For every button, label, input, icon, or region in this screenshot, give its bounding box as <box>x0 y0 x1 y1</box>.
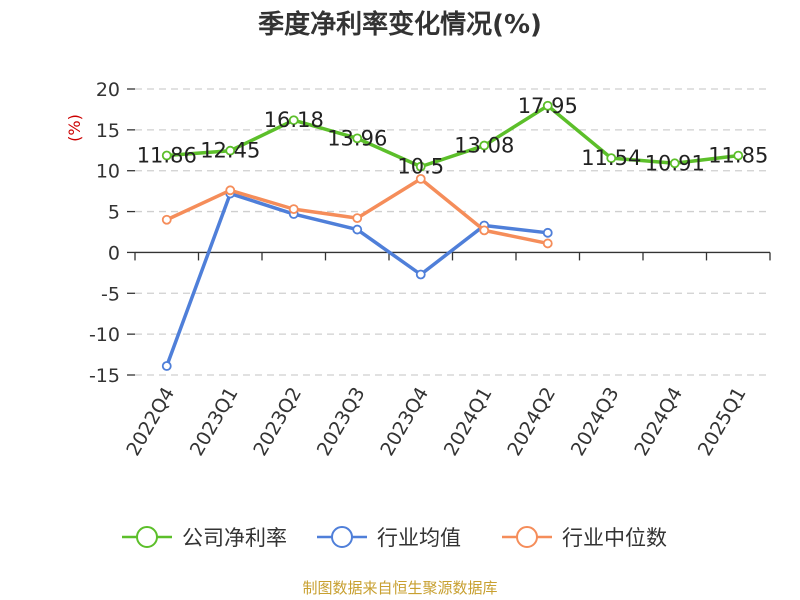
data-point <box>733 150 744 161</box>
data-label: 11.85 <box>708 144 768 168</box>
data-point <box>479 140 490 151</box>
x-tick-label: 2023Q3 <box>313 384 370 460</box>
data-point <box>288 115 299 126</box>
series-layer <box>161 100 744 371</box>
y-tick-label: -15 <box>89 365 120 387</box>
y-tick-label: 10 <box>96 161 120 183</box>
data-label: 11.54 <box>581 146 641 170</box>
data-label: 13.96 <box>327 126 387 150</box>
legend-item: 行业中位数 <box>502 526 667 550</box>
legend-label: 公司净利率 <box>182 526 287 550</box>
source-note: 制图数据来自恒生聚源数据库 <box>302 579 497 597</box>
data-label: 17.95 <box>518 94 578 118</box>
x-tick-label: 2024Q1 <box>440 384 497 460</box>
data-point <box>606 153 617 164</box>
legend-swatch-marker <box>516 526 538 548</box>
data-label: 10.91 <box>645 151 705 175</box>
data-label: 10.5 <box>397 155 444 179</box>
data-point <box>161 150 172 161</box>
data-point <box>352 224 363 235</box>
legend-label: 行业中位数 <box>562 526 667 550</box>
data-point <box>415 173 426 184</box>
data-point <box>352 213 363 224</box>
chart-title: 季度净利率变化情况(%) <box>258 9 542 40</box>
y-tick-label: 0 <box>108 242 120 264</box>
data-point <box>542 227 553 238</box>
legend-item: 行业均值 <box>317 526 461 550</box>
data-point <box>669 158 680 169</box>
legend-swatch-marker <box>136 526 158 548</box>
legend-label: 行业均值 <box>377 526 461 550</box>
data-point <box>288 204 299 215</box>
x-tick-label: 2023Q2 <box>249 384 306 460</box>
data-label: 12.45 <box>200 139 260 163</box>
series-line-0 <box>166 104 739 169</box>
x-tick-label: 2022Q4 <box>122 384 179 460</box>
data-point <box>415 269 426 280</box>
data-label: 13.08 <box>454 134 514 158</box>
x-tick-label: 2025Q1 <box>694 384 751 460</box>
data-label: 11.86 <box>137 144 197 168</box>
data-label: 16.18 <box>264 108 324 132</box>
data-point <box>225 145 236 156</box>
x-tick-label: 2023Q1 <box>186 384 243 460</box>
data-point <box>415 161 426 172</box>
legend-swatch-marker <box>331 526 353 548</box>
data-point <box>352 133 363 144</box>
y-tick-label: -5 <box>101 283 120 305</box>
x-tick-label: 2024Q4 <box>630 384 687 460</box>
data-point <box>161 214 172 225</box>
x-tick-label: 2024Q3 <box>567 384 624 460</box>
data-point <box>542 100 553 111</box>
grid-layer <box>135 88 770 376</box>
y-axis-label: (%) <box>65 114 84 142</box>
data-point <box>479 225 490 236</box>
data-point <box>225 185 236 196</box>
y-tick-label: 15 <box>96 120 120 142</box>
y-tick-label: -10 <box>89 324 120 346</box>
y-tick-label: 5 <box>108 202 120 224</box>
data-point <box>542 238 553 249</box>
data-point <box>161 361 172 371</box>
legend-item: 公司净利率 <box>122 526 287 550</box>
y-tick-label: 20 <box>96 79 120 101</box>
x-tick-label: 2024Q2 <box>503 384 560 460</box>
legend: 公司净利率 行业均值 行业中位数 <box>122 526 667 550</box>
x-tick-label: 2023Q4 <box>376 384 433 460</box>
